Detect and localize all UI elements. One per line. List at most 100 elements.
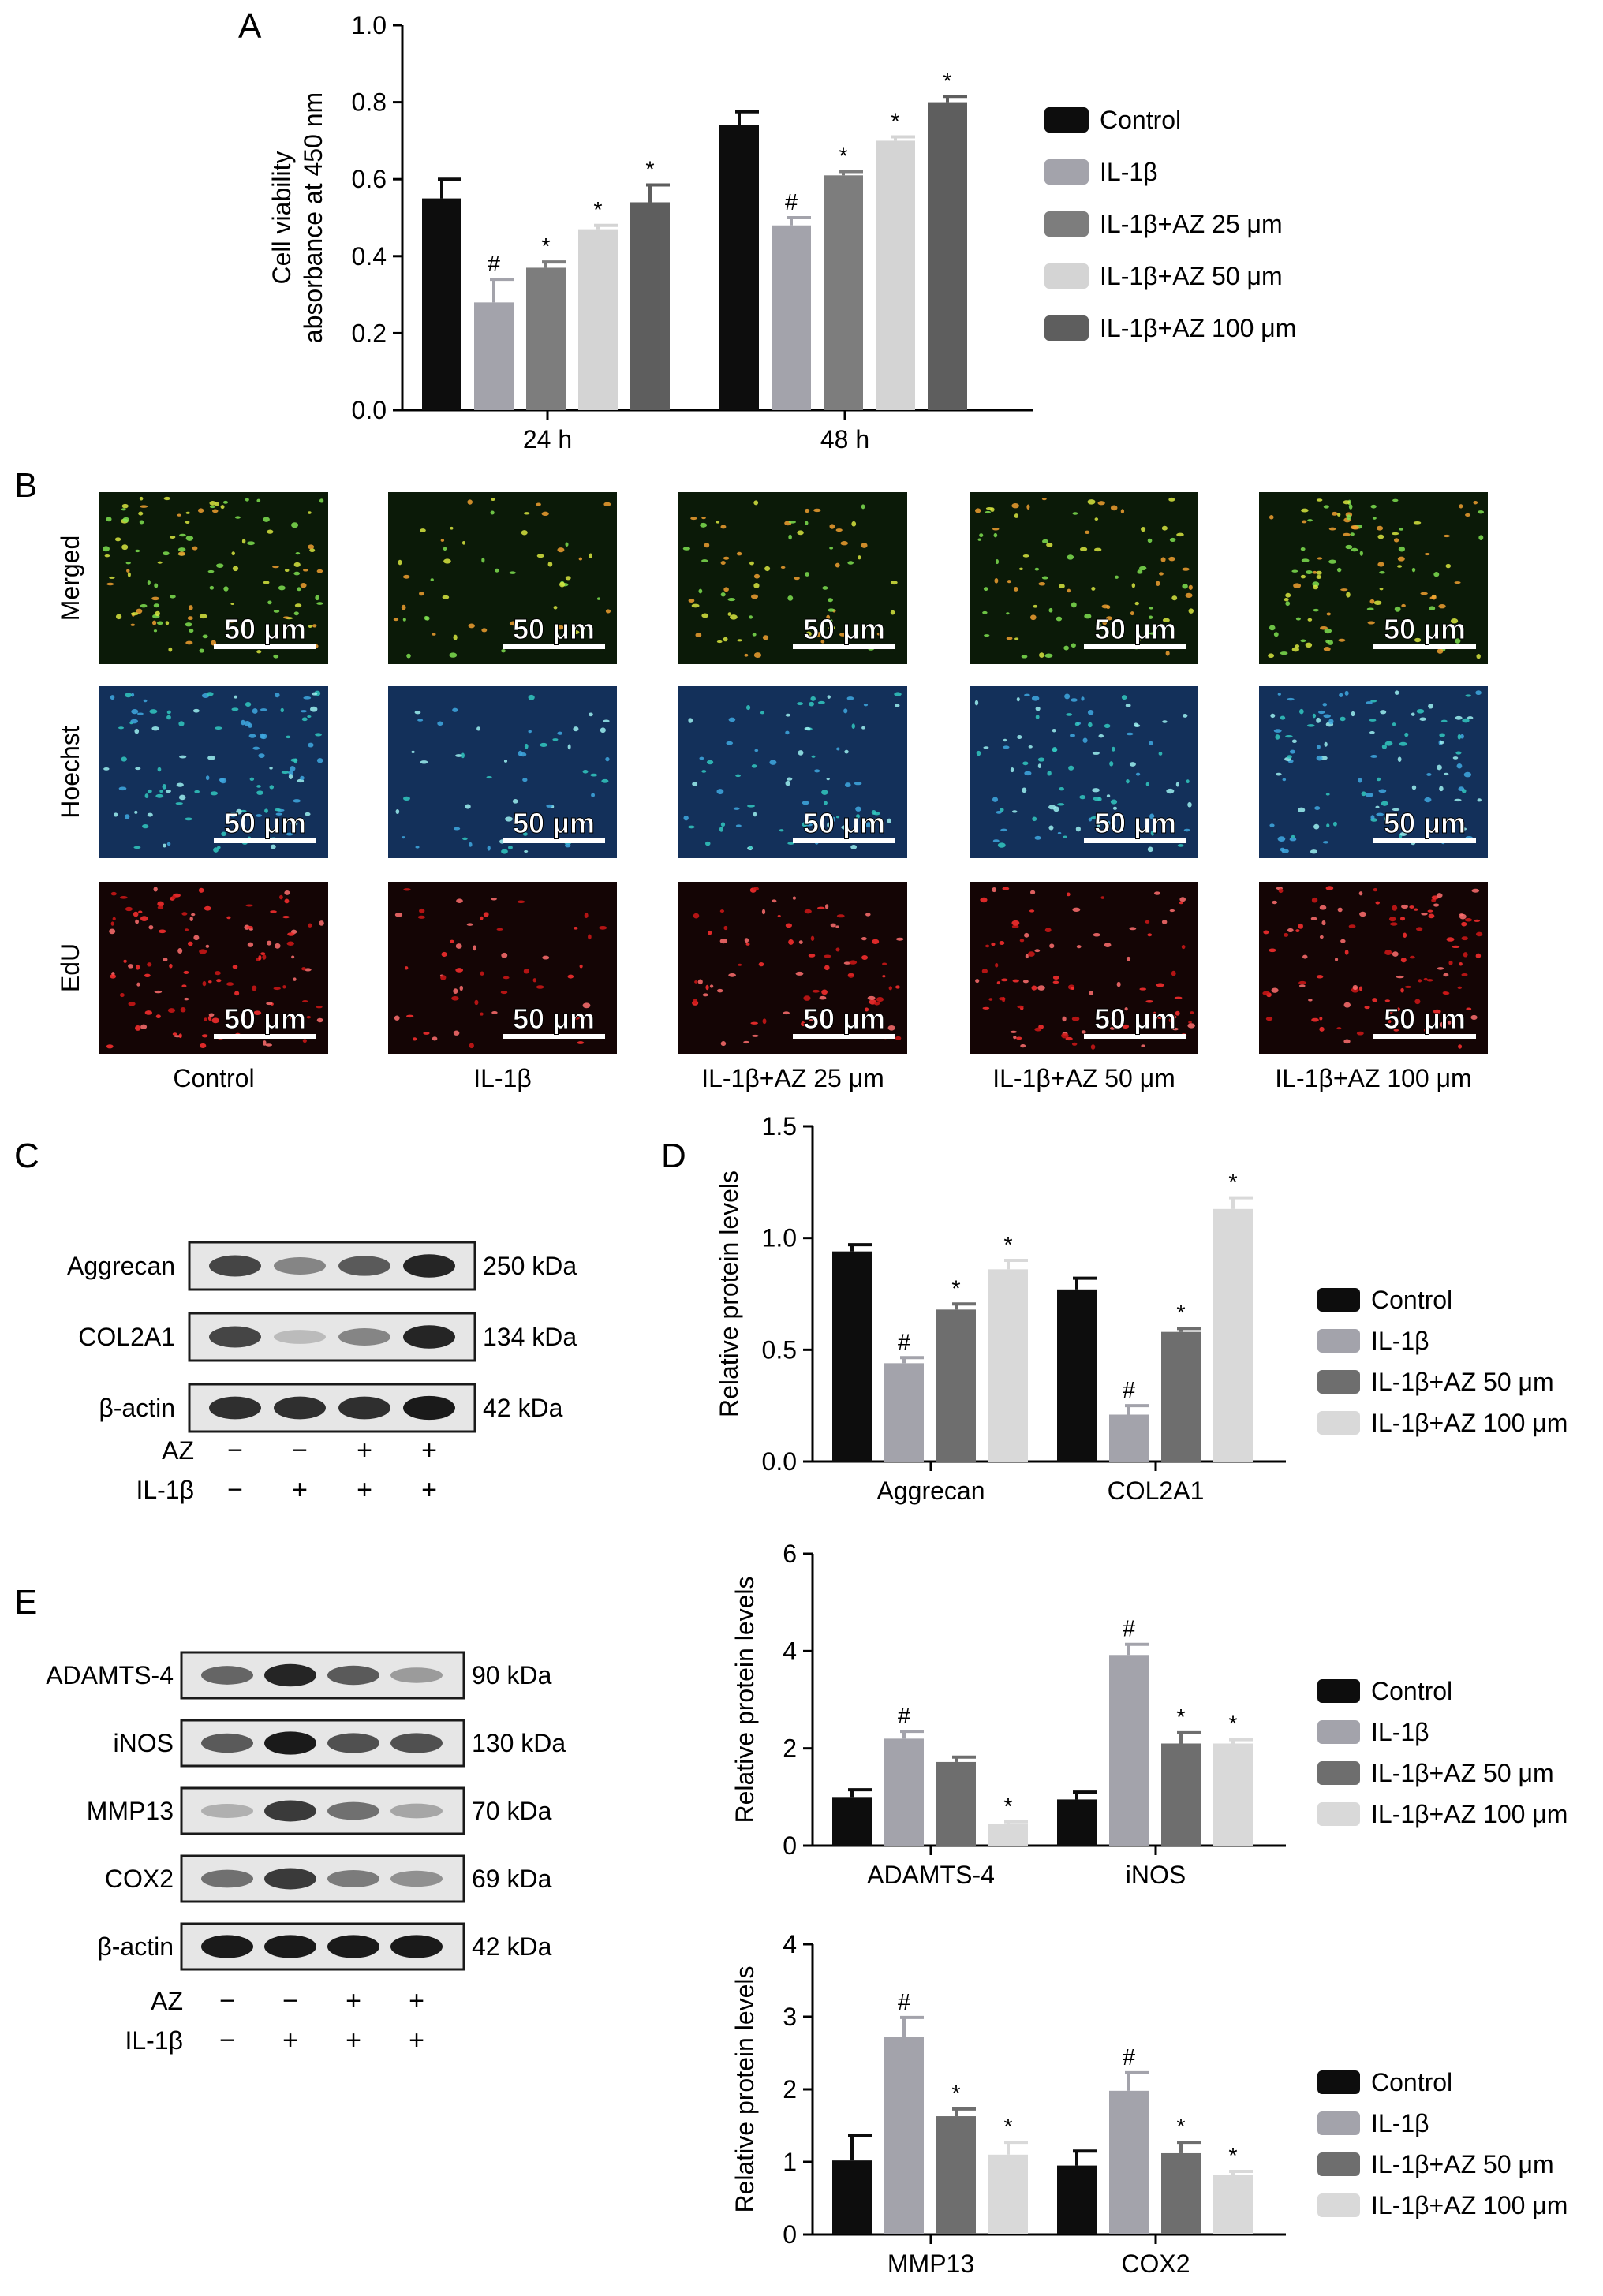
cell-dot bbox=[1426, 773, 1432, 776]
legend-label: IL-1β+AZ 50 μm bbox=[1371, 1368, 1554, 1396]
cell-dot bbox=[728, 973, 736, 977]
cell-dot bbox=[1319, 935, 1324, 939]
cell-dot bbox=[140, 916, 148, 922]
cell-dot bbox=[280, 707, 284, 713]
condition-sign: + bbox=[282, 2025, 298, 2055]
cell-dot bbox=[1162, 720, 1168, 723]
cell-dot bbox=[1344, 690, 1349, 696]
cell-dot bbox=[1035, 715, 1040, 719]
cell-dot bbox=[165, 621, 170, 625]
cell-dot bbox=[1074, 722, 1080, 726]
cell-dot bbox=[1397, 756, 1402, 762]
cell-dot bbox=[315, 595, 319, 601]
cell-dot bbox=[1130, 611, 1134, 616]
cell-dot bbox=[452, 707, 458, 712]
cell-dot bbox=[490, 510, 495, 515]
band-label: Aggrecan bbox=[67, 1252, 175, 1280]
significance-mark: * bbox=[943, 69, 951, 94]
cell-dot bbox=[694, 980, 698, 984]
cell-dot bbox=[273, 987, 281, 991]
cell-dot bbox=[302, 1000, 308, 1003]
cell-dot bbox=[1447, 1020, 1452, 1025]
cell-dot bbox=[118, 726, 125, 730]
cell-dot bbox=[1028, 745, 1033, 749]
cell-dot bbox=[176, 782, 184, 787]
condition-sign: − bbox=[227, 1475, 243, 1505]
cell-dot bbox=[125, 906, 133, 912]
cell-dot bbox=[1072, 512, 1078, 515]
cell-dot bbox=[1464, 918, 1473, 922]
cell-dot bbox=[698, 588, 703, 594]
scale-bar-label: 50 μm bbox=[224, 613, 306, 645]
bar bbox=[1057, 2165, 1097, 2234]
cell-dot bbox=[1093, 932, 1100, 937]
cell-dot bbox=[1022, 761, 1029, 766]
cell-dot bbox=[260, 733, 266, 739]
cell-dot bbox=[267, 600, 272, 605]
condition-label: IL-1β bbox=[125, 2026, 183, 2055]
cell-dot bbox=[871, 810, 876, 815]
condition-sign: − bbox=[282, 1986, 298, 2016]
cell-dot bbox=[723, 587, 729, 592]
cell-dot bbox=[258, 955, 262, 961]
cell-dot bbox=[135, 767, 141, 771]
cell-dot bbox=[1182, 567, 1190, 571]
cell-dot bbox=[1035, 706, 1041, 711]
cell-dot bbox=[263, 1040, 267, 1046]
cell-dot bbox=[249, 777, 255, 782]
bar bbox=[1161, 2152, 1201, 2234]
cell-dot bbox=[750, 594, 759, 599]
y-tick-label: 3 bbox=[783, 2003, 797, 2031]
cell-dot bbox=[802, 801, 809, 805]
cell-dot bbox=[211, 1017, 219, 1024]
cell-dot bbox=[1404, 732, 1409, 737]
cell-dot bbox=[1346, 514, 1351, 521]
cell-dot bbox=[231, 551, 236, 556]
cell-dot bbox=[1379, 587, 1384, 591]
cell-dot bbox=[1440, 1021, 1444, 1028]
cell-dot bbox=[1369, 719, 1377, 722]
cell-dot bbox=[1301, 508, 1309, 513]
cell-dot bbox=[293, 571, 301, 576]
cell-dot bbox=[701, 517, 706, 520]
cell-dot bbox=[590, 773, 598, 777]
cell-dot bbox=[401, 836, 405, 839]
cell-dot bbox=[134, 728, 140, 734]
cell-dot bbox=[801, 1021, 805, 1027]
band-label: iNOS bbox=[114, 1729, 174, 1757]
cell-dot bbox=[466, 923, 473, 926]
cell-dot bbox=[157, 901, 164, 907]
cell-dot bbox=[1457, 734, 1461, 740]
cell-dot bbox=[1310, 917, 1317, 920]
cell-dot bbox=[1014, 637, 1019, 640]
cell-dot bbox=[393, 618, 399, 622]
cell-dot bbox=[764, 566, 771, 572]
cell-dot bbox=[1454, 798, 1462, 802]
cell-dot bbox=[1287, 755, 1292, 759]
cell-dot bbox=[829, 524, 835, 529]
row-label: Hoechst bbox=[56, 726, 84, 819]
bar bbox=[884, 1738, 924, 1846]
cell-dot bbox=[1377, 777, 1381, 782]
legend-label: IL-1β bbox=[1371, 1718, 1429, 1746]
cell-dot bbox=[803, 995, 811, 1001]
cell-dot bbox=[221, 831, 226, 837]
legend-swatch bbox=[1317, 1288, 1360, 1312]
cell-dot bbox=[1337, 907, 1343, 913]
cell-dot bbox=[723, 925, 728, 931]
significance-mark: * bbox=[1003, 1233, 1012, 1258]
scale-bar-label: 50 μm bbox=[803, 1002, 885, 1035]
cell-dot bbox=[882, 962, 887, 965]
cell-dot bbox=[1311, 1017, 1319, 1022]
cell-dot bbox=[1003, 745, 1010, 749]
cell-dot bbox=[536, 985, 544, 989]
legend-label: Control bbox=[1100, 106, 1181, 134]
cell-dot bbox=[1327, 640, 1334, 645]
cell-dot bbox=[1067, 588, 1071, 593]
cell-dot bbox=[1270, 713, 1276, 719]
bar bbox=[884, 2037, 924, 2234]
cell-dot bbox=[1179, 901, 1183, 905]
y-tick-label: 2 bbox=[783, 2075, 797, 2104]
cell-dot bbox=[1336, 1027, 1342, 1030]
cell-dot bbox=[854, 782, 862, 786]
